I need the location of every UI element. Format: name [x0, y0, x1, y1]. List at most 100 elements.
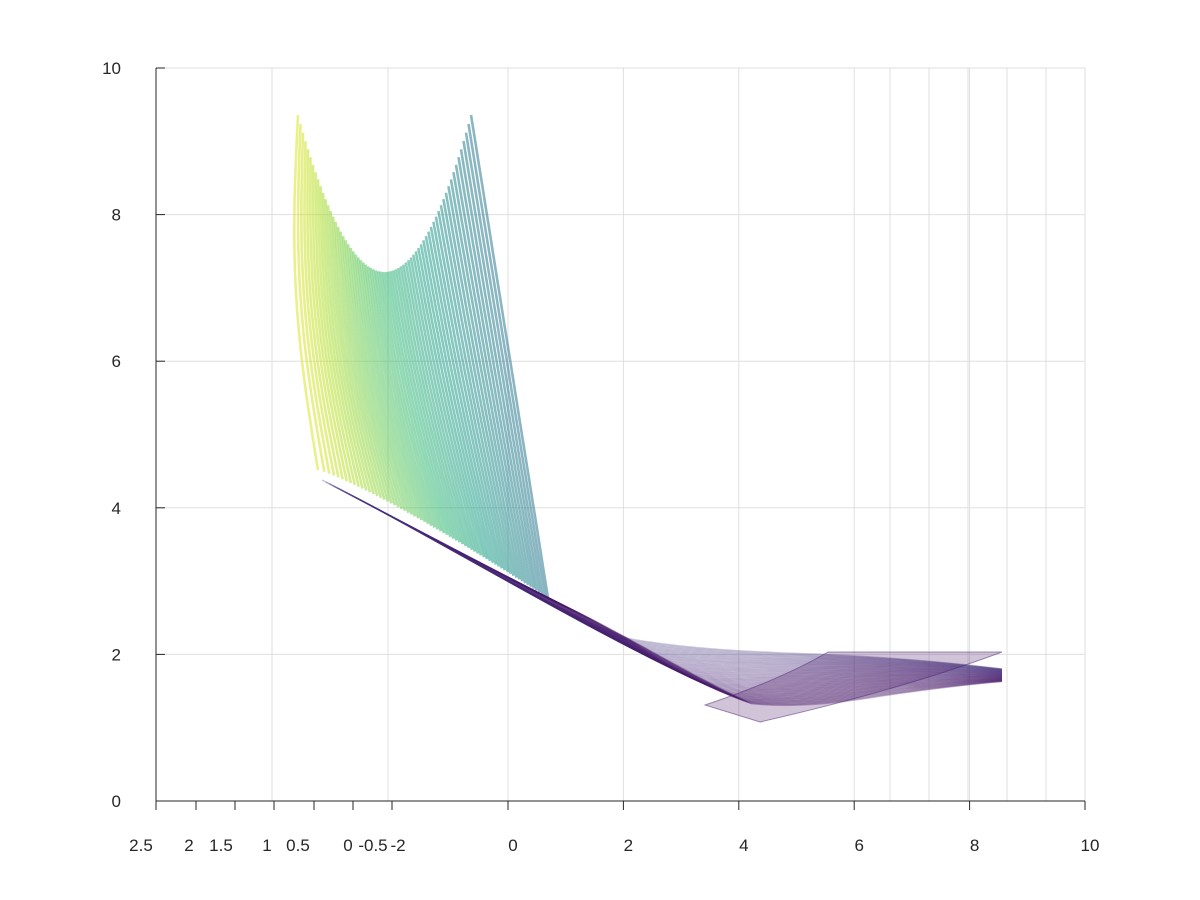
- x-tick-label: 0: [343, 836, 352, 855]
- surface-band: [542, 595, 1003, 706]
- x-tick-label: 6: [854, 836, 863, 855]
- surface-band: [344, 240, 397, 506]
- surface-band: [436, 539, 1003, 683]
- surface-band: [451, 547, 1003, 686]
- surface-band: [466, 555, 1003, 690]
- surface-band: [336, 487, 1003, 671]
- surface-band: [359, 259, 417, 517]
- surface-band: [409, 257, 480, 554]
- surface-band: [401, 521, 1003, 675]
- surface-band: [306, 149, 340, 478]
- surface-band: [504, 575, 1003, 698]
- surface-band: [374, 270, 436, 528]
- surface-band: [407, 259, 477, 552]
- axes: [155, 68, 1085, 802]
- surface-band: [321, 479, 1003, 670]
- surface-band: [371, 505, 1003, 673]
- surface-band: [429, 226, 504, 569]
- surface-band: [500, 573, 1003, 698]
- x-tick-label: 1: [262, 836, 271, 855]
- surface-band: [382, 511, 1003, 673]
- surface-band: [447, 185, 524, 582]
- x-tick-label: -0.5: [358, 836, 387, 855]
- surface-band: [420, 531, 1003, 679]
- surface-band: [458, 551, 1002, 688]
- surface-band: [424, 235, 498, 565]
- surface-band: [349, 247, 403, 510]
- surface-band: [402, 264, 471, 549]
- surface-band: [432, 221, 506, 571]
- x-tick-label: 10: [1081, 836, 1100, 855]
- surface-band: [348, 493, 1003, 672]
- surface-band: [428, 535, 1003, 681]
- surface-band: [493, 569, 1003, 696]
- surface-band: [497, 571, 1003, 697]
- surface-band: [339, 231, 390, 502]
- surface-band: [412, 254, 483, 556]
- surface-band: [341, 235, 393, 504]
- surface-band: [413, 527, 1003, 677]
- x-tick-label: 1.5: [209, 836, 233, 855]
- x-tick-label: 0.5: [286, 836, 310, 855]
- surface-band: [442, 198, 518, 578]
- surface-band: [364, 264, 423, 521]
- surface-band: [324, 199, 368, 491]
- surface-band: [392, 270, 458, 541]
- point-cloud-surface: [292, 114, 1003, 723]
- surface-band: [334, 221, 383, 499]
- surface-band: [527, 587, 1003, 703]
- surface-band: [367, 503, 1003, 673]
- surface-band: [354, 254, 410, 514]
- surface-band: [419, 244, 492, 562]
- surface-band: [455, 549, 1003, 687]
- surface-band: [508, 577, 1003, 699]
- surface-band: [352, 495, 1003, 672]
- surface-band: [344, 491, 1003, 671]
- surface-band: [355, 497, 1003, 672]
- surface-band: [467, 123, 547, 597]
- surface-band: [340, 489, 1003, 671]
- surface-band: [329, 483, 1003, 670]
- surface-band: [414, 251, 486, 558]
- surface-band: [404, 262, 474, 551]
- surface-band: [531, 589, 1003, 704]
- y-tick-label: 4: [112, 499, 121, 518]
- surface-band: [535, 591, 1003, 705]
- surface-band: [443, 543, 1003, 685]
- surface-band: [523, 585, 1003, 702]
- x-tick-label: 4: [739, 836, 748, 855]
- surface-band: [516, 581, 1003, 701]
- surface-band: [485, 565, 1003, 694]
- surface-band: [361, 262, 420, 519]
- surface-band: [390, 515, 1003, 674]
- surface-band: [439, 541, 1003, 684]
- x-tick-label: 2: [184, 836, 193, 855]
- surface-band: [300, 132, 331, 474]
- y-axis-ticks: 0 2 4 6 8 10: [102, 59, 165, 811]
- surface-band: [333, 485, 1003, 671]
- surface-band: [329, 210, 375, 495]
- surface-band: [346, 244, 400, 508]
- surface-band: [379, 271, 443, 532]
- surface-band: [444, 192, 521, 580]
- surface-band: [314, 172, 353, 484]
- surface-band: [351, 251, 407, 512]
- surface-band: [449, 179, 527, 584]
- surface-band: [399, 266, 468, 547]
- surface-band: [474, 559, 1003, 692]
- surface-band: [384, 271, 449, 536]
- x-tick-label: 2: [624, 836, 633, 855]
- surface-band: [434, 216, 509, 573]
- surface-band: [432, 537, 1003, 682]
- surface-band: [489, 567, 1003, 695]
- surface-band: [394, 517, 1003, 674]
- surface-band: [316, 179, 357, 486]
- surface-band: [375, 507, 1003, 673]
- surface-band: [363, 501, 1003, 672]
- surface-band: [409, 525, 1003, 676]
- surface-band: [336, 226, 386, 501]
- surface-band: [376, 271, 439, 530]
- surface-band: [387, 271, 452, 538]
- surface-band: [422, 240, 495, 564]
- surface-band: [417, 247, 489, 560]
